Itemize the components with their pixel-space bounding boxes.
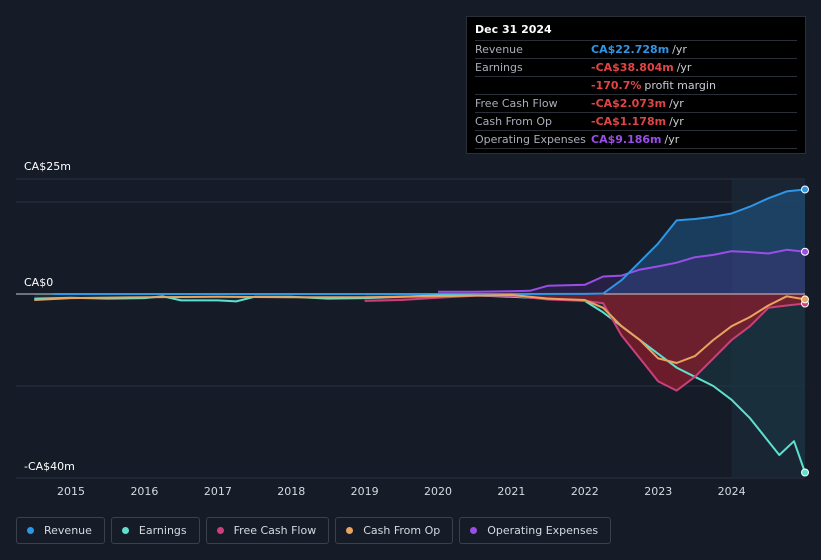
legend-label: Cash From Op [363,524,441,537]
tooltip-date: Dec 31 2024 [475,23,552,36]
tooltip-row-unit: profit margin [644,79,716,92]
x-tick-label: 2018 [277,485,306,498]
tooltip-row-unit: /yr [672,43,687,56]
series-end-dot [801,247,809,256]
area-operating-expenses [438,249,805,294]
tooltip-row-unit: /yr [669,97,684,110]
tooltip-row-unit: /yr [676,61,692,74]
legend-dot-icon [216,527,224,534]
tooltip-row-value: -CA$2.073m [591,97,667,110]
tooltip-row-unit: /yr [669,115,684,128]
series-line-operating-expenses [438,248,806,293]
x-tick-label: 2022 [570,485,599,498]
tooltip-row-value: -170.7% [591,79,642,92]
area-revenue [52,189,805,294]
tooltip-row-label: Cash From Op [475,115,553,128]
legend-label: Revenue [44,524,92,537]
tooltip-row-label: Revenue [475,43,523,56]
legend-dot-icon [27,527,34,534]
legend-item-earnings[interactable]: Earnings [110,517,200,544]
tooltip-row-label: Free Cash Flow [475,97,558,110]
legend-dot-icon [346,527,354,534]
tooltip-row-value: CA$22.728m [591,43,670,56]
tooltip-row-value: CA$9.186m [591,133,662,146]
tooltip-row-value: -CA$1.178m [591,115,667,128]
series-line-cash-from-op [34,293,806,364]
tooltip-row: Free Cash Flow -CA$2.073m/yr [475,94,797,112]
area-fills [16,189,806,473]
legend-dot-icon [470,527,478,534]
series-end-dot [801,468,809,477]
series-end-dot [801,185,809,194]
legend-item-cash-from-op[interactable]: Cash From Op [335,517,454,544]
series-line-revenue [52,188,806,295]
series-end-dot [801,295,809,304]
tooltip-row-unit: /yr [664,133,680,146]
series-lines [34,188,806,473]
tooltip-row: Operating Expenses CA$9.186m/yr [475,130,797,149]
data-tooltip: Dec 31 2024 Revenue CA$22.728m/yr Earnings… [466,16,806,154]
x-tick-label: 2021 [497,485,526,498]
tooltip-row-value: -CA$38.804m [591,61,674,74]
series-end-dots [801,185,809,477]
tooltip-row-label: Operating Expenses [475,133,586,146]
x-tick-label: 2015 [57,485,86,498]
legend-item-revenue[interactable]: Revenue [16,517,105,544]
x-tick-label: 2016 [130,485,159,498]
gridlines [16,178,805,479]
legend-item-free-cash-flow[interactable]: Free Cash Flow [205,517,330,544]
x-tick-label: 2019 [350,485,379,498]
area-free-cash-flow [364,294,805,391]
tooltip-row: -170.7% profit margin [475,76,797,94]
y-axis-bottom-label: -CA$40m [24,460,75,473]
tooltip-row: Cash From Op -CA$1.178m/yr [475,112,797,130]
legend: Revenue Earnings Free Cash Flow Cash Fro… [16,517,612,544]
legend-label: Earnings [138,524,187,537]
y-axis-top-label: CA$25m [24,160,71,173]
y-axis-zero-label: CA$0 [24,276,54,289]
x-tick-label: 2024 [717,485,746,498]
tooltip-row: Revenue CA$22.728m/yr [475,40,797,58]
legend-label: Operating Expenses [487,524,599,537]
x-tick-label: 2017 [203,485,232,498]
legend-item-operating-expenses[interactable]: Operating Expenses [459,517,612,544]
legend-dot-icon [121,527,129,534]
legend-label: Free Cash Flow [233,524,317,537]
tooltip-row: Earnings -CA$38.804m/yr [475,58,797,76]
x-tick-label: 2023 [644,485,673,498]
tooltip-row-label: Earnings [475,61,523,74]
x-tick-label: 2020 [424,485,453,498]
